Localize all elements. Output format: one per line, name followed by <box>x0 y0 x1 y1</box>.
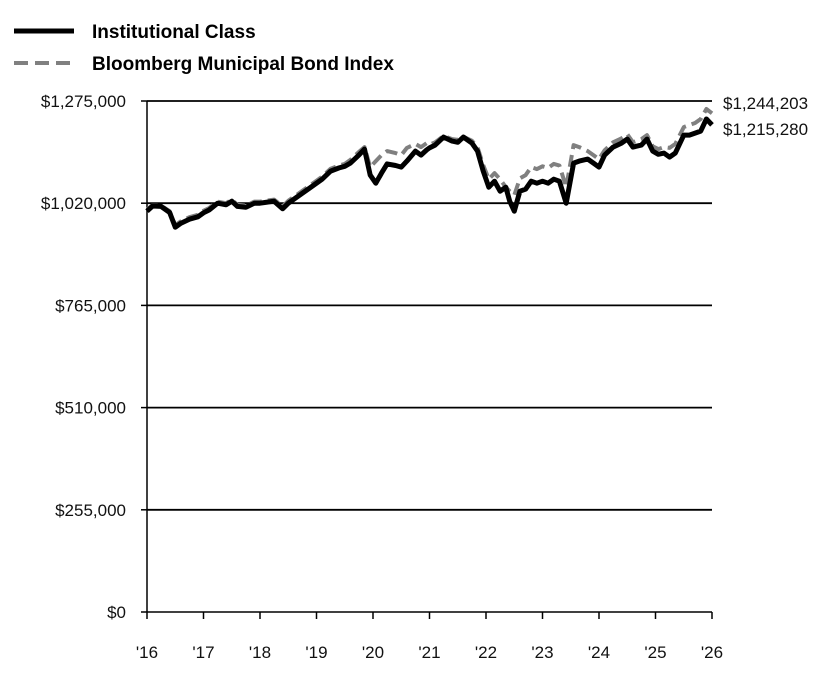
y-tick-label-5: $1,275,000 <box>41 92 126 111</box>
x-tick-label-3: '19 <box>305 643 327 662</box>
y-tick-label-0: $0 <box>107 603 126 622</box>
legend-label-bloomberg-municipal-bond-index: Bloomberg Municipal Bond Index <box>92 54 394 75</box>
x-tick-label-5: '21 <box>418 643 440 662</box>
y-tick-label-4: $1,020,000 <box>41 194 126 213</box>
x-tick-label-6: '22 <box>475 643 497 662</box>
x-axis-ticks: '16 '17 '18 '19 '20 '21 '22 '23 '24 '25 '26 <box>136 612 723 662</box>
y-axis-ticks: $0 $255,000 $510,000 $765,000 $1,020,000 $1,2… <box>41 92 147 622</box>
y-tick-label-1: $255,000 <box>55 501 126 520</box>
series-line-institutional-class <box>145 116 714 230</box>
x-tick-label-1: '17 <box>192 643 214 662</box>
y-tick-label-2: $510,000 <box>55 399 126 418</box>
x-tick-label-10: '26 <box>701 643 723 662</box>
x-tick-label-2: '18 <box>249 643 271 662</box>
x-tick-label-4: '20 <box>362 643 384 662</box>
series-line-bloomberg-municipal-bond-index <box>145 107 714 228</box>
x-tick-label-7: '23 <box>531 643 553 662</box>
grid <box>147 100 712 511</box>
end-value-label-institutional-class: $1,215,280 <box>723 120 808 139</box>
x-tick-label-8: '24 <box>588 643 610 662</box>
x-tick-label-0: '16 <box>136 643 158 662</box>
end-value-label-bloomberg-municipal-bond-index: $1,244,203 <box>723 94 808 113</box>
y-tick-label-3: $765,000 <box>55 296 126 315</box>
legend: Institutional Class Bloomberg Municipal … <box>14 22 394 75</box>
x-tick-label-9: '25 <box>644 643 666 662</box>
legend-label-institutional-class: Institutional Class <box>92 22 256 43</box>
